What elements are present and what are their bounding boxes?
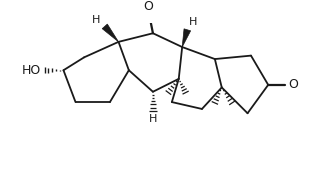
Text: HO: HO <box>22 64 41 77</box>
Text: H: H <box>92 15 101 25</box>
Text: O: O <box>288 78 298 91</box>
Text: H: H <box>189 17 197 27</box>
Text: H: H <box>149 114 157 124</box>
Polygon shape <box>102 24 119 42</box>
Text: O: O <box>143 0 153 13</box>
Polygon shape <box>182 29 191 47</box>
